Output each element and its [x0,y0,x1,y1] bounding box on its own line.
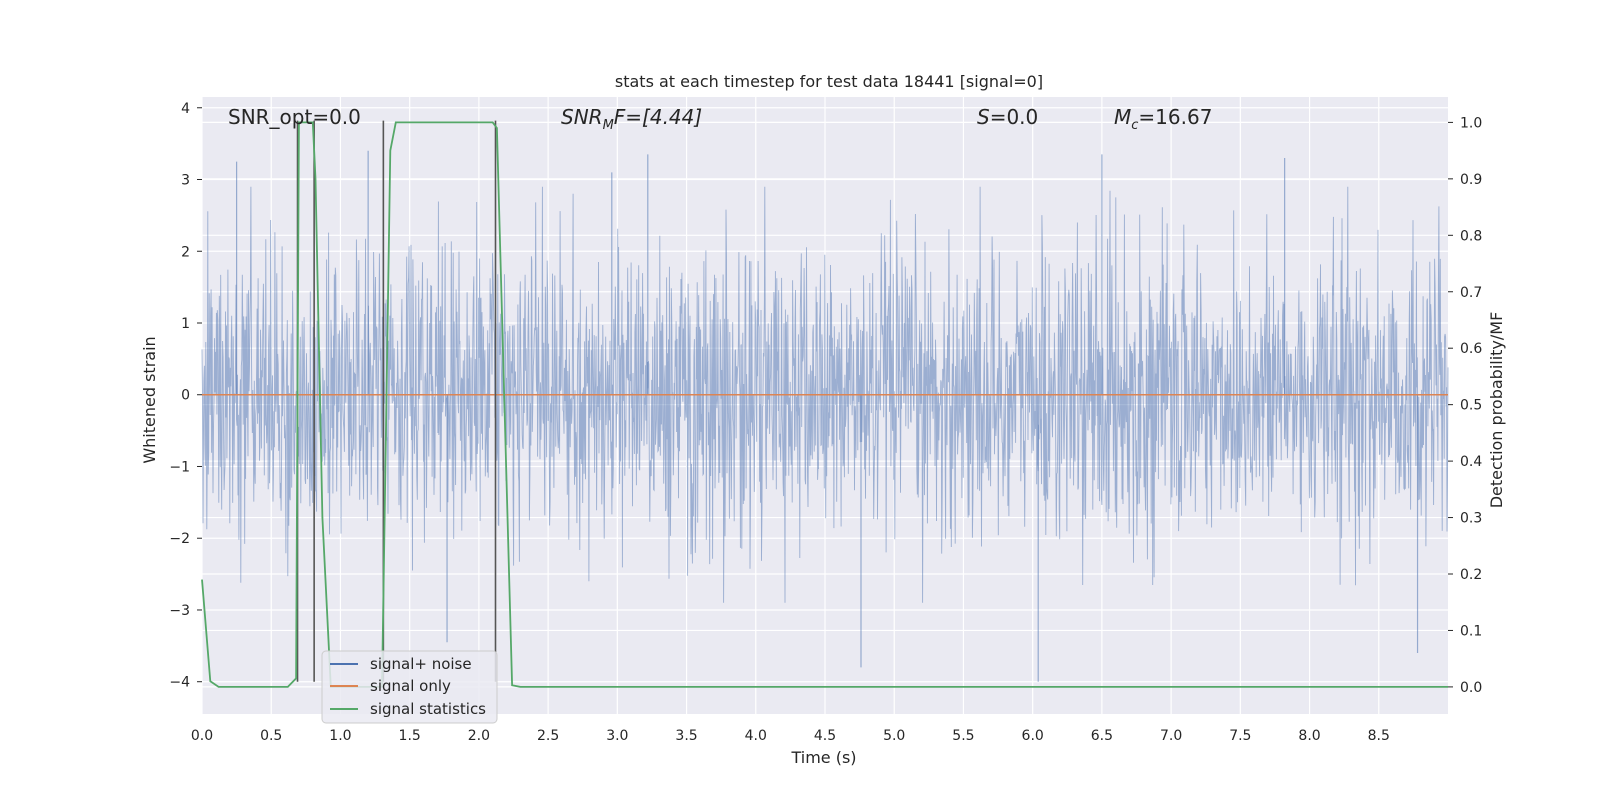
y-tick-label: −1 [169,459,190,475]
x-tick-label: 0.5 [260,728,282,744]
legend-label-signal-statistics: signal statistics [370,700,486,718]
x-tick-label: 4.5 [814,728,836,744]
x-tick-label: 8.0 [1298,728,1320,744]
y-axis-label: Whitened strain [140,336,159,463]
y-tick-label: −3 [169,603,190,619]
chart-title: stats at each timestep for test data 184… [615,72,1043,91]
x-axis-label: Time (s) [790,748,856,767]
x-tick-label: 4.0 [745,728,767,744]
x-tick-label: 0.0 [191,728,213,744]
x-tick-label: 3.5 [675,728,697,744]
y-right-tick-label: 0.4 [1460,454,1482,470]
x-tick-label: 7.5 [1229,728,1251,744]
noise-trace [201,186,1449,603]
x-tick-label: 2.5 [537,728,559,744]
y-tick-label: −4 [169,675,190,691]
y-right-tick-label: 0.1 [1460,623,1482,639]
axes: 0.0 0.5 1.0 1.5 2.0 2.5 3.0 3.5 4.0 4.5 5.0 5.5 6.0 6… [169,101,1482,744]
x-tick-label: 1.0 [329,728,351,744]
y-right-tick-label: 0.3 [1460,511,1482,527]
annotation-mc-sub: c [1131,118,1138,133]
y-right-tick-label: 0.6 [1460,341,1482,357]
y-tick-label: 1 [181,316,190,332]
y-right-tick-label: 0.5 [1460,398,1482,414]
annotation-snr-opt: SNR_opt=0.0 [228,105,361,129]
legend-box [321,650,498,724]
statistics-line [201,121,1448,688]
annotation-snr-mf-symbol: SNR [561,105,603,129]
x-tick-label: 6.5 [1091,728,1113,744]
x-tick-label: 5.0 [883,728,905,744]
x-tick-label: 2.0 [468,728,490,744]
y-right-tick-label: 0.9 [1460,172,1482,188]
x-tick-label: 3.0 [606,728,628,744]
annotation-s: S=0.0 [977,105,1038,129]
y-right-tick-label: 0.8 [1460,228,1482,244]
x-tick-label: 6.0 [1022,728,1044,744]
annotation-s-value: =0.0 [990,105,1039,129]
x-tick-label: 5.5 [952,728,974,744]
x-tick-label: 8.5 [1368,728,1390,744]
y-tick-label: 0 [181,388,190,404]
annotation-mc: Mc=16.67 [1114,105,1212,133]
y-tick-label: −2 [169,531,190,547]
annotation-mc-symbol: M [1114,105,1131,129]
y-tick-label: 2 [181,244,190,260]
x-tick-label: 1.5 [399,728,421,744]
legend-label-signal-plus-noise: signal+ noise [370,655,472,673]
legend: signal+ noise signal only signal statist… [321,650,498,724]
annotation-mc-value: =16.67 [1138,105,1212,129]
legend-label-signal-only: signal only [370,677,451,695]
series-signal-statistics [201,121,1448,688]
annotation-snr-mf-sub: M [603,118,614,133]
annotation-s-symbol: S [977,105,990,129]
y-right-tick-label: 1.0 [1460,115,1482,131]
y-right-tick-label: 0.0 [1460,680,1482,696]
series-signal-plus-noise [201,150,1449,682]
annotation-snr-mf-rest: F=[4.44] [614,105,702,129]
y-right-tick-label: 0.2 [1460,567,1482,583]
y-tick-label: 3 [181,173,190,189]
y-axis-right-label: Detection probability/MF [1487,312,1506,509]
annotation-snr-mf: SNRMF=[4.44] [561,105,702,133]
y-tick-label: 4 [181,101,190,117]
x-tick-label: 7.0 [1160,728,1182,744]
y-right-tick-label: 0.7 [1460,285,1482,301]
